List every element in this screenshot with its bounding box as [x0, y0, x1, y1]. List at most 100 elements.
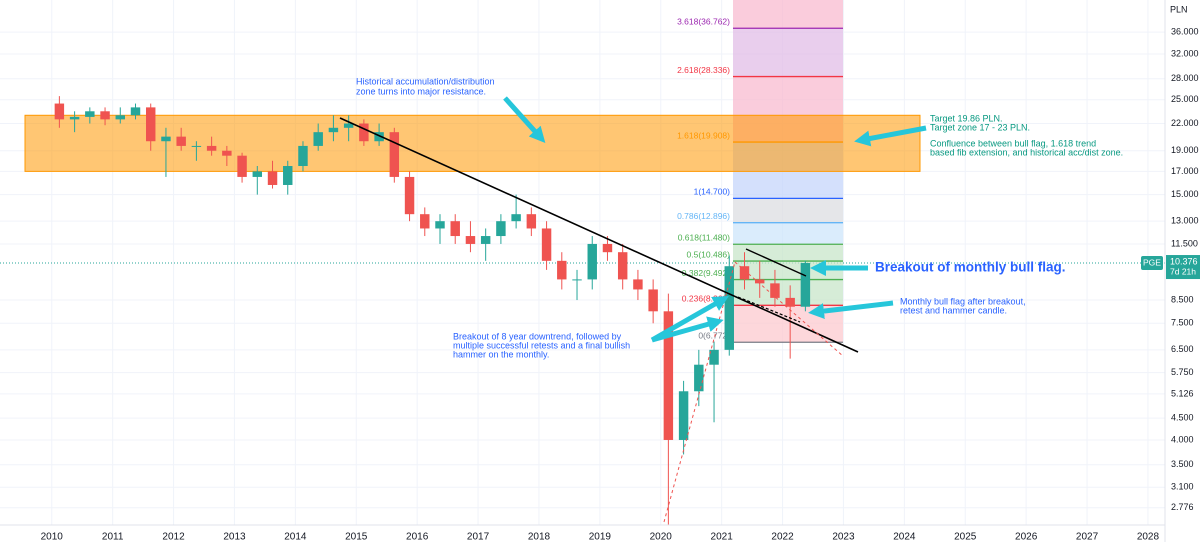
annotation: multiple successful retests and a final …: [453, 340, 630, 350]
y-tick-label: 2.776: [1171, 502, 1194, 512]
countdown: 7d 21h: [1170, 266, 1196, 276]
x-tick-label: 2026: [1015, 532, 1038, 542]
annotation: Target 19.86 PLN.: [930, 113, 1003, 123]
candle-body: [800, 263, 811, 307]
candles: [54, 96, 811, 525]
symbol-badge: [1141, 256, 1163, 271]
x-tick-label: 2017: [467, 532, 490, 542]
y-tick-label: 19.000: [1171, 145, 1199, 155]
y-tick-label: 7.500: [1171, 318, 1194, 328]
candle-body: [130, 107, 141, 116]
annotation: Confluence between bull flag, 1.618 tren…: [930, 138, 1096, 148]
x-tick-label: 2016: [406, 532, 429, 542]
candle-body: [161, 136, 171, 142]
candle-body: [770, 283, 780, 298]
annotation: Breakout of 8 year downtrend, followed b…: [453, 331, 622, 341]
fib-label: 0.618(11.480): [678, 233, 730, 243]
annotation: Historical accumulation/distribution: [356, 76, 495, 86]
arrow: [503, 96, 546, 143]
arrow: [651, 316, 724, 343]
fib-label: 1(14.700): [694, 187, 731, 197]
x-tick-label: 2015: [345, 532, 368, 542]
y-tick-label: 3.100: [1171, 482, 1194, 492]
fib-label: 0.236(8.262): [682, 294, 730, 304]
candle-body: [374, 132, 384, 142]
y-tick-label: 25.000: [1171, 94, 1199, 104]
last-price-badge: [1166, 255, 1200, 280]
candle-body: [557, 260, 567, 280]
fib-label: 0.786(12.896): [677, 211, 730, 221]
candle-body: [633, 279, 643, 290]
candle-body: [663, 311, 674, 440]
annotation: Monthly bull flag after breakout,: [900, 296, 1026, 306]
y-tick-label: 5.126: [1171, 388, 1194, 398]
flag-lower-line: [737, 296, 801, 323]
fib-band: [733, 222, 843, 245]
fib-band: [733, 198, 843, 223]
y-tick-label: 32.000: [1171, 48, 1199, 58]
candle-body: [298, 145, 308, 167]
candle-body: [328, 127, 339, 133]
candle-body: [359, 123, 369, 142]
candle-body: [511, 214, 521, 222]
x-tick-label: 2013: [223, 532, 246, 542]
fib-label: 2.618(28.336): [677, 65, 730, 75]
candle-body: [541, 228, 552, 261]
x-tick-label: 2010: [41, 532, 64, 542]
y-tick-label: 17.000: [1171, 166, 1199, 176]
x-tick-label: 2022: [771, 532, 794, 542]
candle-body: [465, 236, 476, 244]
candle-body: [54, 103, 65, 120]
fib-label: 0.5(10.486): [687, 249, 731, 259]
y-tick-label: 6.500: [1171, 344, 1194, 354]
candle-body: [496, 221, 506, 237]
x-tick-label: 2025: [954, 532, 977, 542]
candle-body: [146, 107, 156, 142]
annotation: Target zone 17 - 23 PLN.: [930, 122, 1030, 132]
unit-label: PLN: [1170, 4, 1188, 14]
candle-body: [648, 289, 658, 312]
candle-body: [785, 297, 795, 307]
candle-body: [237, 155, 247, 177]
zone: [24, 114, 921, 172]
last-price-label: 10.376: [1170, 256, 1198, 266]
x-tick-label: 2018: [528, 532, 551, 542]
candle-body: [709, 349, 719, 365]
fib-band: [733, 244, 843, 262]
symbol-label: PGE: [1143, 257, 1161, 267]
candle-body: [206, 145, 217, 151]
candle-body: [572, 279, 582, 281]
candle-body: [404, 176, 415, 215]
candle-body: [267, 171, 278, 185]
y-tick-label: 15.000: [1171, 189, 1199, 199]
y-tick-label: 3.500: [1171, 459, 1194, 469]
candle-body: [222, 150, 232, 156]
x-tick-label: 2014: [284, 532, 307, 542]
candle-body: [420, 214, 430, 229]
y-tick-label: 11.500: [1171, 238, 1198, 248]
candle-body: [587, 243, 597, 280]
x-tick-label: 2019: [589, 532, 612, 542]
candle-body: [754, 279, 765, 284]
fib-label: 0.382(9.492): [682, 268, 730, 278]
candle-body: [343, 123, 354, 128]
flag-upper-line: [745, 248, 807, 277]
candle-body: [526, 214, 537, 229]
y-tick-label: 4.000: [1171, 434, 1194, 444]
candle-body: [115, 115, 125, 120]
x-tick-label: 2024: [893, 532, 916, 542]
y-tick-label: 13.000: [1171, 216, 1199, 226]
y-tick-label: 5.750: [1171, 367, 1194, 377]
annotation: zone turns into major resistance.: [356, 86, 486, 96]
candle-body: [724, 266, 734, 350]
axes: 36.000 32.000 28.000 25.000 22.000 19.000 17.0…: [41, 26, 1200, 542]
candle-body: [678, 391, 689, 440]
y-tick-label: 22.000: [1171, 118, 1199, 128]
candle-body: [69, 116, 80, 120]
candle-body: [252, 171, 263, 177]
candle-body: [480, 236, 491, 244]
annotation: hammer on the monthly.: [453, 349, 549, 359]
fib-label: 0(6.772): [698, 330, 730, 340]
arrows: [503, 96, 927, 343]
annotations: Historical accumulation/distributionzone…: [356, 76, 1123, 359]
